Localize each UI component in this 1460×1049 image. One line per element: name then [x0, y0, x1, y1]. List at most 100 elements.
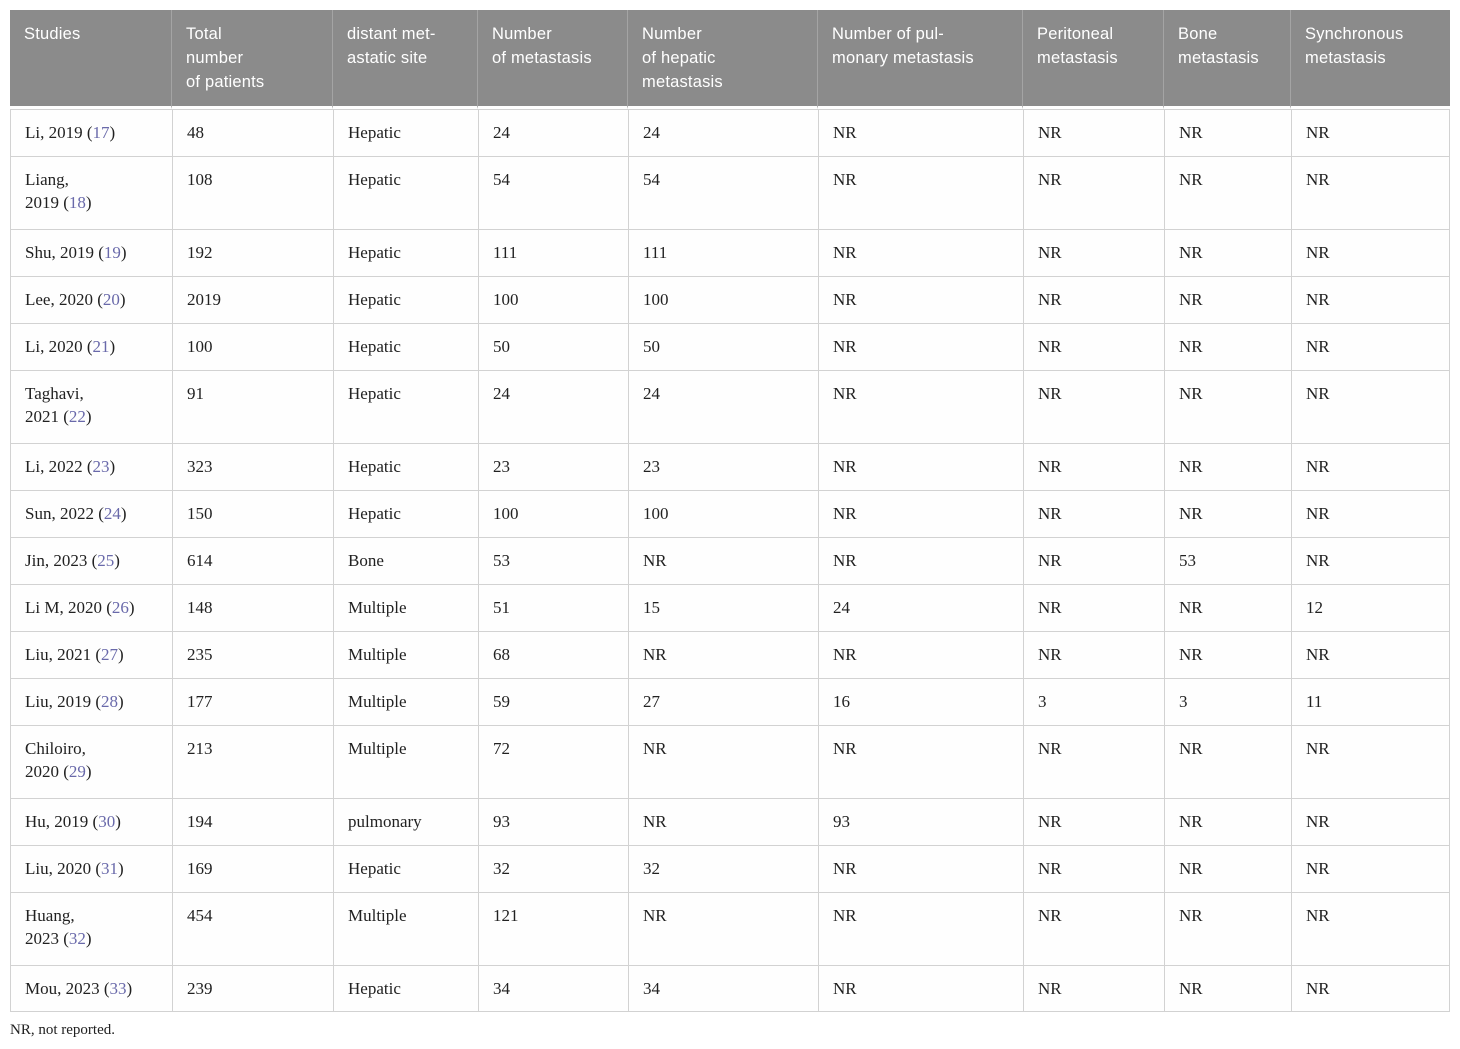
data-cell: NR [818, 631, 1023, 678]
data-cell: 3 [1164, 678, 1291, 725]
data-cell: 24 [478, 109, 628, 156]
data-cell: NR [1023, 323, 1164, 370]
data-cell: Multiple [333, 678, 478, 725]
data-cell: NR [818, 725, 1023, 798]
data-cell: NR [1164, 370, 1291, 443]
data-cell: NR [628, 725, 818, 798]
data-cell: NR [1291, 109, 1450, 156]
data-cell: NR [1164, 109, 1291, 156]
column-header: Total number of patients [172, 10, 333, 109]
citation-link[interactable]: 23 [92, 457, 110, 476]
study-cell: Chiloiro, 2020 (29) [10, 725, 172, 798]
data-cell: NR [1291, 229, 1450, 276]
citation-link[interactable]: 17 [92, 123, 110, 142]
data-cell: Multiple [333, 631, 478, 678]
data-cell: 177 [172, 678, 333, 725]
data-cell: NR [1291, 965, 1450, 1012]
data-cell: 34 [628, 965, 818, 1012]
table-row: Sun, 2022 (24) 150 Hepatic 100 100 NR NR NR NR [10, 490, 1450, 537]
study-cell: Shu, 2019 (19) [10, 229, 172, 276]
data-cell: Hepatic [333, 370, 478, 443]
column-header: Synchronous metastasis [1291, 10, 1450, 109]
study-cell: Liu, 2021 (27) [10, 631, 172, 678]
data-cell: Hepatic [333, 276, 478, 323]
column-header: Number of pul- monary metastasis [818, 10, 1023, 109]
table-row: Mou, 2023 (33) 239 Hepatic 34 34 NR NR NR NR [10, 965, 1450, 1012]
data-cell: NR [818, 845, 1023, 892]
citation-link[interactable]: 28 [101, 692, 119, 711]
citation-link[interactable]: 26 [111, 598, 129, 617]
data-cell: 24 [628, 109, 818, 156]
citation-link[interactable]: 25 [97, 551, 115, 570]
data-cell: NR [1164, 725, 1291, 798]
data-cell: 194 [172, 798, 333, 845]
citation-link[interactable]: 18 [68, 193, 86, 212]
study-table-body: Li, 2019 (17) 48 Hepatic 24 24 NR NR NR NR Liang,… [10, 109, 1450, 1012]
data-cell: 111 [478, 229, 628, 276]
citation-link[interactable]: 27 [101, 645, 119, 664]
citation-link[interactable]: 24 [103, 504, 121, 523]
data-cell: NR [818, 370, 1023, 443]
data-cell: 23 [478, 443, 628, 490]
study-characteristics-table: Studies Total number of patients distant m… [10, 10, 1450, 1012]
data-cell: 53 [478, 537, 628, 584]
data-cell: 24 [628, 370, 818, 443]
data-cell: NR [818, 537, 1023, 584]
column-header: Bone metastasis [1164, 10, 1291, 109]
header-row: Studies Total number of patients distant m… [10, 10, 1450, 109]
data-cell: NR [1023, 276, 1164, 323]
data-cell: NR [1164, 631, 1291, 678]
data-cell: 50 [478, 323, 628, 370]
data-cell: 34 [478, 965, 628, 1012]
citation-link[interactable]: 31 [101, 859, 119, 878]
data-cell: NR [1023, 845, 1164, 892]
data-cell: NR [1164, 229, 1291, 276]
data-cell: NR [818, 490, 1023, 537]
study-cell: Taghavi, 2021 (22) [10, 370, 172, 443]
citation-link[interactable]: 33 [109, 979, 127, 998]
data-cell: 16 [818, 678, 1023, 725]
data-cell: NR [1291, 892, 1450, 965]
data-cell: NR [1023, 892, 1164, 965]
table-row: Jin, 2023 (25) 614 Bone 53 NR NR NR 53 NR [10, 537, 1450, 584]
data-cell: NR [628, 798, 818, 845]
data-cell: 239 [172, 965, 333, 1012]
study-cell: Jin, 2023 (25) [10, 537, 172, 584]
data-cell: NR [818, 109, 1023, 156]
data-cell: NR [628, 631, 818, 678]
data-cell: 54 [628, 156, 818, 229]
citation-link[interactable]: 19 [103, 243, 121, 262]
citation-link[interactable]: 29 [68, 762, 86, 781]
data-cell: Multiple [333, 892, 478, 965]
citation-link[interactable]: 20 [102, 290, 120, 309]
data-cell: NR [628, 537, 818, 584]
data-cell: NR [1291, 798, 1450, 845]
data-cell: NR [1291, 370, 1450, 443]
citation-link[interactable]: 32 [68, 929, 86, 948]
data-cell: NR [1291, 725, 1450, 798]
data-cell: NR [818, 892, 1023, 965]
data-cell: 108 [172, 156, 333, 229]
study-cell: Li, 2019 (17) [10, 109, 172, 156]
data-cell: 32 [478, 845, 628, 892]
citation-link[interactable]: 22 [68, 407, 86, 426]
study-cell: Li M, 2020 (26) [10, 584, 172, 631]
citation-link[interactable]: 30 [98, 812, 116, 831]
data-cell: 27 [628, 678, 818, 725]
table-row: Lee, 2020 (20) 2019 Hepatic 100 100 NR NR NR NR [10, 276, 1450, 323]
data-cell: NR [818, 443, 1023, 490]
data-cell: Multiple [333, 725, 478, 798]
data-cell: NR [1164, 443, 1291, 490]
data-cell: NR [1023, 156, 1164, 229]
data-cell: 454 [172, 892, 333, 965]
data-cell: 50 [628, 323, 818, 370]
data-cell: Hepatic [333, 156, 478, 229]
data-cell: 48 [172, 109, 333, 156]
data-cell: Hepatic [333, 965, 478, 1012]
data-cell: pulmonary [333, 798, 478, 845]
citation-link[interactable]: 21 [92, 337, 110, 356]
table-row: Li, 2020 (21) 100 Hepatic 50 50 NR NR NR NR [10, 323, 1450, 370]
data-cell: NR [1023, 490, 1164, 537]
data-cell: NR [1023, 584, 1164, 631]
study-cell: Liu, 2019 (28) [10, 678, 172, 725]
